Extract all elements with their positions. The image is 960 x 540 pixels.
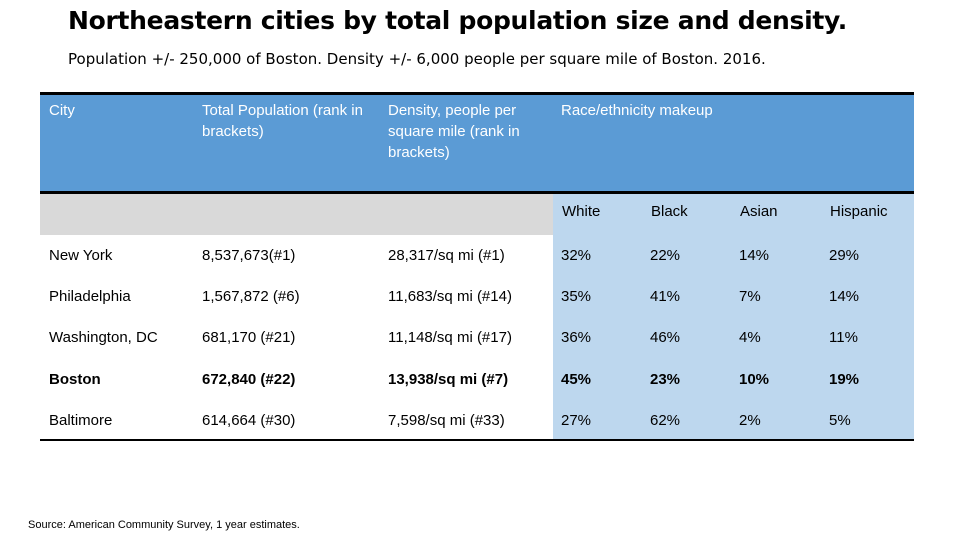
header-city: City	[49, 102, 75, 119]
cell-city: New York	[49, 247, 113, 264]
cell-white: 35%	[561, 288, 592, 306]
cell-asian: 4%	[739, 329, 761, 347]
subheader-black: Black	[651, 203, 688, 220]
cell-asian: 10%	[739, 370, 770, 388]
cell-asian: 7%	[739, 288, 761, 306]
cell-asian: 2%	[739, 411, 761, 429]
table-row: Washington, DC 681,170 (#21) 11,148/sq mi …	[40, 317, 914, 358]
cell-black: 41%	[650, 288, 681, 306]
cell-population: 8,537,673(#1)	[202, 247, 296, 264]
cell-hispanic: 29%	[829, 247, 860, 264]
cell-population: 1,567,872 (#6)	[202, 288, 300, 306]
table-header-row: City Total Population (rank in brackets)…	[40, 92, 914, 194]
cell-city: Washington, DC	[49, 329, 158, 347]
cell-black: 22%	[650, 247, 681, 264]
cell-density: 11,148/sq mi (#17)	[388, 329, 512, 347]
subheader-white: White	[562, 203, 601, 220]
table-subheader-row: White Black Asian Hispanic	[40, 194, 914, 235]
cell-black: 46%	[650, 329, 681, 347]
table-row: Philadelphia 1,567,872 (#6) 11,683/sq mi (…	[40, 276, 914, 317]
subheader-hispanic: Hispanic	[830, 203, 888, 220]
cell-white: 27%	[561, 411, 592, 429]
subheader-race-group: White Black Asian Hispanic	[553, 194, 914, 235]
header-race: Race/ethnicity makeup	[561, 102, 713, 119]
table-row: Baltimore 614,664 (#30) 7,598/sq mi (#33) 2…	[40, 400, 914, 441]
slide-subtitle: Population +/- 250,000 of Boston. Densit…	[68, 50, 766, 68]
cell-hispanic: 19%	[829, 370, 860, 388]
cell-population: 614,664 (#30)	[202, 411, 296, 429]
subheader-blank	[40, 194, 553, 235]
table-bottom-border	[40, 439, 914, 441]
cell-city: Philadelphia	[49, 288, 131, 306]
cell-hispanic: 11%	[829, 329, 858, 347]
cell-hispanic: 5%	[829, 411, 851, 429]
cell-population: 672,840 (#22)	[202, 370, 296, 388]
cell-city: Boston	[49, 370, 101, 388]
slide-title: Northeastern cities by total population …	[68, 6, 847, 35]
table-row: New York 8,537,673(#1) 28,317/sq mi (#1) 32…	[40, 235, 914, 276]
cell-city: Baltimore	[49, 411, 113, 429]
cell-white: 32%	[561, 247, 592, 264]
subheader-asian: Asian	[740, 203, 778, 220]
header-density: Density, people per square mile (rank in…	[388, 102, 520, 161]
cell-white: 45%	[561, 370, 592, 388]
cell-density: 7,598/sq mi (#33)	[388, 411, 505, 429]
cell-density: 13,938/sq mi (#7)	[388, 370, 509, 388]
cell-density: 11,683/sq mi (#14)	[388, 288, 512, 306]
cell-population: 681,170 (#21)	[202, 329, 296, 347]
cell-white: 36%	[561, 329, 592, 347]
table-row: Boston 672,840 (#22) 13,938/sq mi (#7) 45% 2…	[40, 359, 914, 400]
population-table: City Total Population (rank in brackets)…	[40, 92, 914, 441]
race-column-background	[553, 235, 914, 441]
cell-density: 28,317/sq mi (#1)	[388, 247, 505, 264]
cell-asian: 14%	[739, 247, 770, 264]
cell-hispanic: 14%	[829, 288, 860, 306]
cell-black: 62%	[650, 411, 681, 429]
source-note: Source: American Community Survey, 1 yea…	[28, 519, 300, 531]
cell-black: 23%	[650, 370, 681, 388]
header-population: Total Population (rank in brackets)	[202, 102, 363, 140]
